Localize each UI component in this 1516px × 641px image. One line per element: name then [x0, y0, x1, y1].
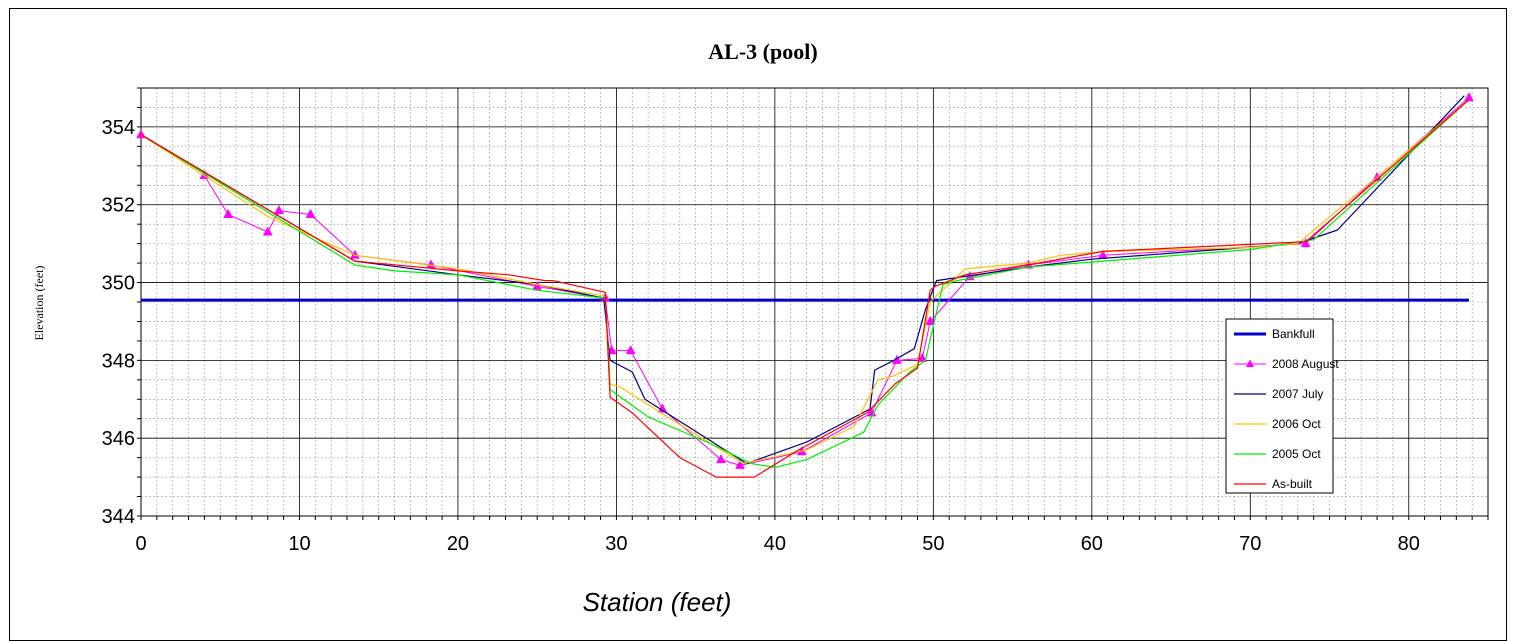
x-tick-label: 70 — [1239, 533, 1261, 555]
legend-label-bankfull: Bankfull — [1272, 327, 1315, 341]
data-point-2008-august — [925, 315, 936, 325]
y-tick-label: 354 — [102, 117, 135, 139]
y-tick-label: 346 — [102, 428, 135, 450]
x-tick-label: 30 — [605, 533, 627, 555]
x-tick-label: 50 — [922, 533, 944, 555]
plot-area: 0 10 20 30 40 50 60 70 80 344 346 348 350 352 354 — [102, 87, 1489, 555]
legend-label-as-built: As-built — [1272, 477, 1313, 491]
chart-title: AL-3 (pool) — [708, 39, 817, 64]
series-line-2006-oct — [140, 99, 1470, 465]
y-tick-label: 352 — [102, 195, 135, 217]
x-tick-label: 20 — [447, 533, 469, 555]
data-point-2008-august — [274, 205, 284, 215]
data-point-2008-august — [735, 459, 745, 469]
legend-label-2005-oct: 2005 Oct — [1272, 447, 1321, 461]
x-axis-label: Station (feet) — [583, 587, 732, 617]
legend: Bankfull 2008 August 2007 July 2006 Oct 2005… — [1225, 318, 1339, 494]
x-tick-label: 80 — [1398, 533, 1420, 555]
data-point-2008-august — [625, 345, 636, 355]
x-tick-label: 10 — [288, 533, 310, 555]
series-line-as-built — [140, 99, 1470, 478]
series-line-2005-oct — [140, 99, 1470, 468]
data-point-2008-august — [657, 403, 668, 413]
legend-label-2006-oct: 2006 Oct — [1272, 417, 1321, 431]
data-point-2008-august — [223, 208, 233, 218]
data-point-2008-august — [716, 454, 726, 464]
y-tick-label: 348 — [102, 350, 135, 372]
x-tick-label: 40 — [764, 533, 786, 555]
legend-marker-2008-august — [1246, 359, 1254, 367]
data-point-2008-august — [305, 208, 316, 218]
legend-label-2007-july: 2007 July — [1272, 387, 1323, 401]
y-tick-label: 344 — [102, 506, 135, 528]
y-tick-label: 350 — [102, 273, 135, 295]
series-line-2008-august — [140, 97, 1470, 466]
y-axis-label: Elevation (feet) — [32, 266, 46, 341]
data-point-2008-august — [1464, 92, 1474, 102]
legend-label-2008-august: 2008 August — [1272, 357, 1339, 371]
data-point-2008-august — [1300, 238, 1311, 248]
chart-frame: AL-3 (pool) Elevation (feet) Station (fe… — [9, 8, 1507, 641]
legend-box — [1225, 318, 1334, 494]
data-point-2008-august — [917, 352, 928, 362]
data-point-2008-august — [532, 280, 543, 290]
x-tick-label: 0 — [135, 533, 146, 555]
data-point-2008-august — [262, 226, 273, 236]
elevation-chart: AL-3 (pool) Elevation (feet) Station (fe… — [32, 39, 1489, 617]
x-tick-label: 60 — [1081, 533, 1103, 555]
